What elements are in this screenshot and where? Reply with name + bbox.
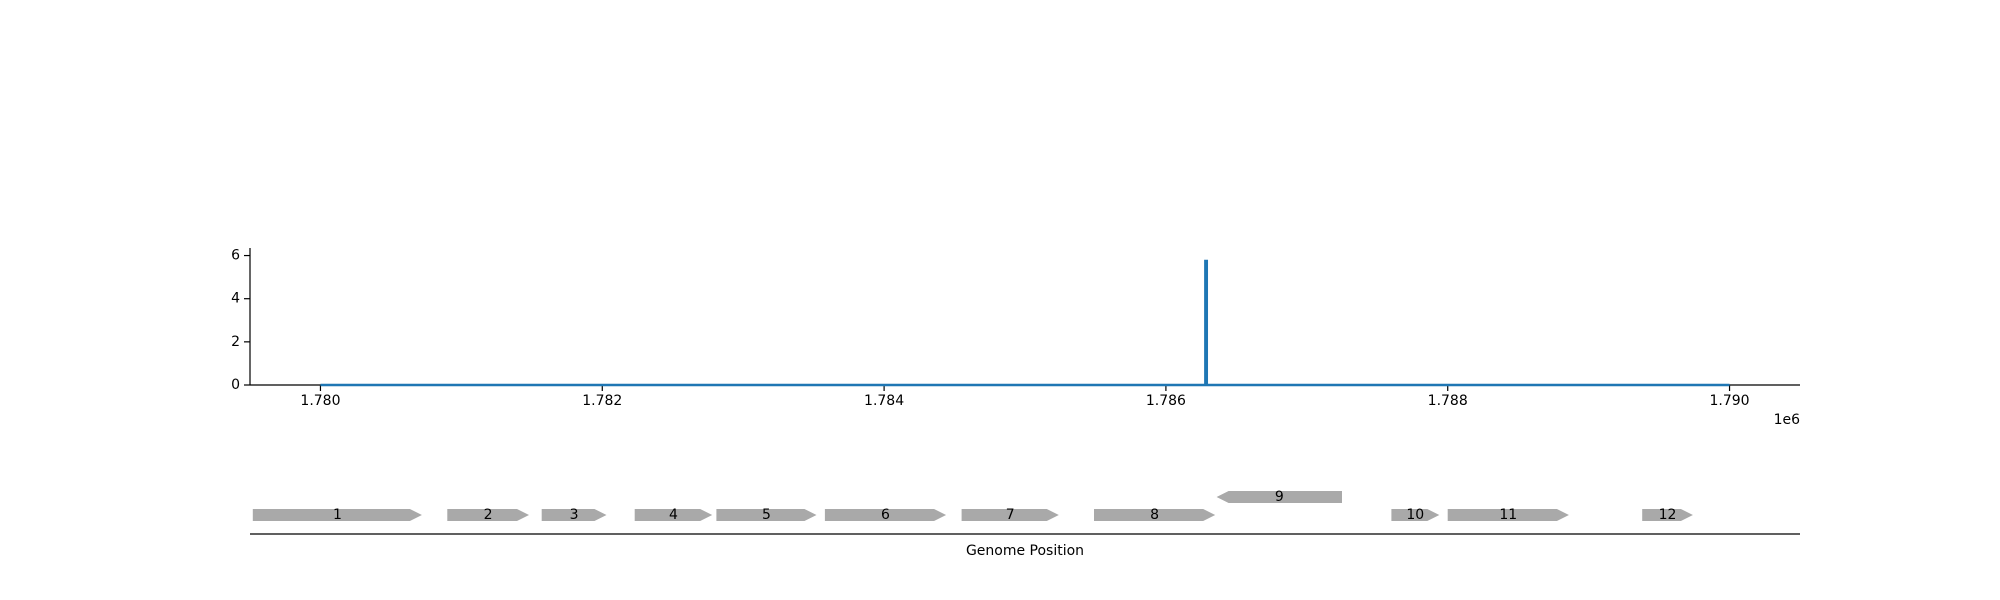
gene-label: 2 [484,507,493,523]
gene-arrow [1642,509,1693,521]
gene-arrow [1216,491,1342,503]
gene-arrow [961,509,1059,521]
gene-label: 3 [570,507,579,523]
y-tick-label: 6 [231,248,240,264]
coverage-plot: 0 2 4 6 1.780 1.782 1.784 1.786 1.788 1.790 1e6 [231,248,1800,428]
x-tick-label: 1.784 [864,393,904,409]
gene-arrow [634,509,713,521]
y-tick-label: 0 [231,377,240,393]
gene-arrow [716,509,817,521]
x-axis-offset-label: 1e6 [1774,412,1801,428]
gene-label: 1 [333,507,342,523]
y-tick-label: 2 [231,334,240,350]
gene-arrow [824,509,947,521]
gene-label: 4 [669,507,678,523]
x-tick-label: 1.786 [1146,393,1186,409]
x-tick-label: 1.782 [582,393,622,409]
y-tick-label: 4 [231,291,240,307]
gene-label: 12 [1659,507,1677,523]
y-ticks: 0 2 4 6 [231,248,250,393]
gene-label: 8 [1150,507,1159,523]
gene-arrow [447,509,529,521]
gene-arrow [1391,509,1440,521]
gene-arrow [1094,509,1216,521]
gene-arrow [252,509,422,521]
gene-label: 5 [762,507,771,523]
gene-label: 11 [1499,507,1517,523]
x-tick-label: 1.788 [1428,393,1468,409]
x-tick-label: 1.790 [1709,393,1749,409]
gene-label: 7 [1006,507,1015,523]
x-ticks: 1.780 1.782 1.784 1.786 1.788 1.790 [300,385,1750,409]
gene-label: 6 [881,507,890,523]
coverage-series-line [320,259,1730,387]
x-tick-label: 1.780 [300,393,340,409]
gene-map-x-axis-title: Genome Position [966,543,1084,559]
gene-label: 9 [1275,489,1284,505]
gene-label: 10 [1406,507,1424,523]
gene-arrow [1447,509,1569,521]
gene-arrow [541,509,607,521]
